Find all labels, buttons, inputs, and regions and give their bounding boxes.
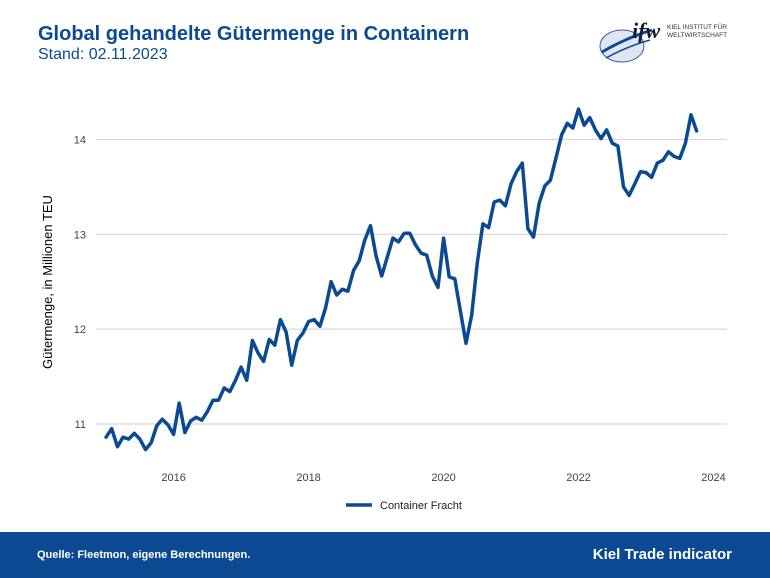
- ifw-logo: ifw KIEL INSTITUT FÜR WELTWIRTSCHAFT: [599, 18, 727, 63]
- grid-lines: [96, 138, 727, 425]
- y-axis-label: Gütermenge, in Millionen TEU: [40, 195, 55, 369]
- legend: Container Fracht: [346, 500, 462, 512]
- y-tick-label: 14: [74, 134, 86, 146]
- y-axis-ticks: 11 12 13 14: [74, 134, 86, 431]
- logo-line1: KIEL INSTITUT FÜR: [667, 23, 727, 31]
- y-tick-label: 13: [74, 229, 86, 241]
- x-axis-ticks: 2016 2018 2020 2022 2024: [161, 472, 725, 484]
- footer-bar: Quelle: Fleetmon, eigene Berechnungen. K…: [0, 532, 770, 578]
- series-lines: [104, 107, 699, 452]
- x-tick-label: 2024: [701, 472, 725, 484]
- x-tick-label: 2020: [431, 472, 455, 484]
- y-tick-label: 12: [74, 324, 86, 336]
- brand-label: Kiel Trade indicator: [592, 546, 732, 563]
- chart-title: Global gehandelte Gütermenge in Containe…: [38, 23, 470, 45]
- chart-subtitle: Stand: 02.11.2023: [38, 46, 168, 63]
- series-line: [104, 107, 699, 452]
- logo-line2: WELTWIRTSCHAFT: [667, 32, 727, 39]
- line-chart: 11 12 13 14 2016 2018 2020 2022 2024 Gütermenge…: [40, 107, 727, 512]
- x-tick-label: 2018: [296, 472, 320, 484]
- legend-label: Container Fracht: [380, 500, 462, 512]
- source-note: Quelle: Fleetmon, eigene Berechnungen.: [37, 549, 251, 561]
- y-tick-label: 11: [75, 419, 86, 431]
- x-tick-label: 2016: [161, 472, 185, 484]
- logo-mark: ifw: [632, 18, 660, 43]
- x-tick-label: 2022: [566, 472, 590, 484]
